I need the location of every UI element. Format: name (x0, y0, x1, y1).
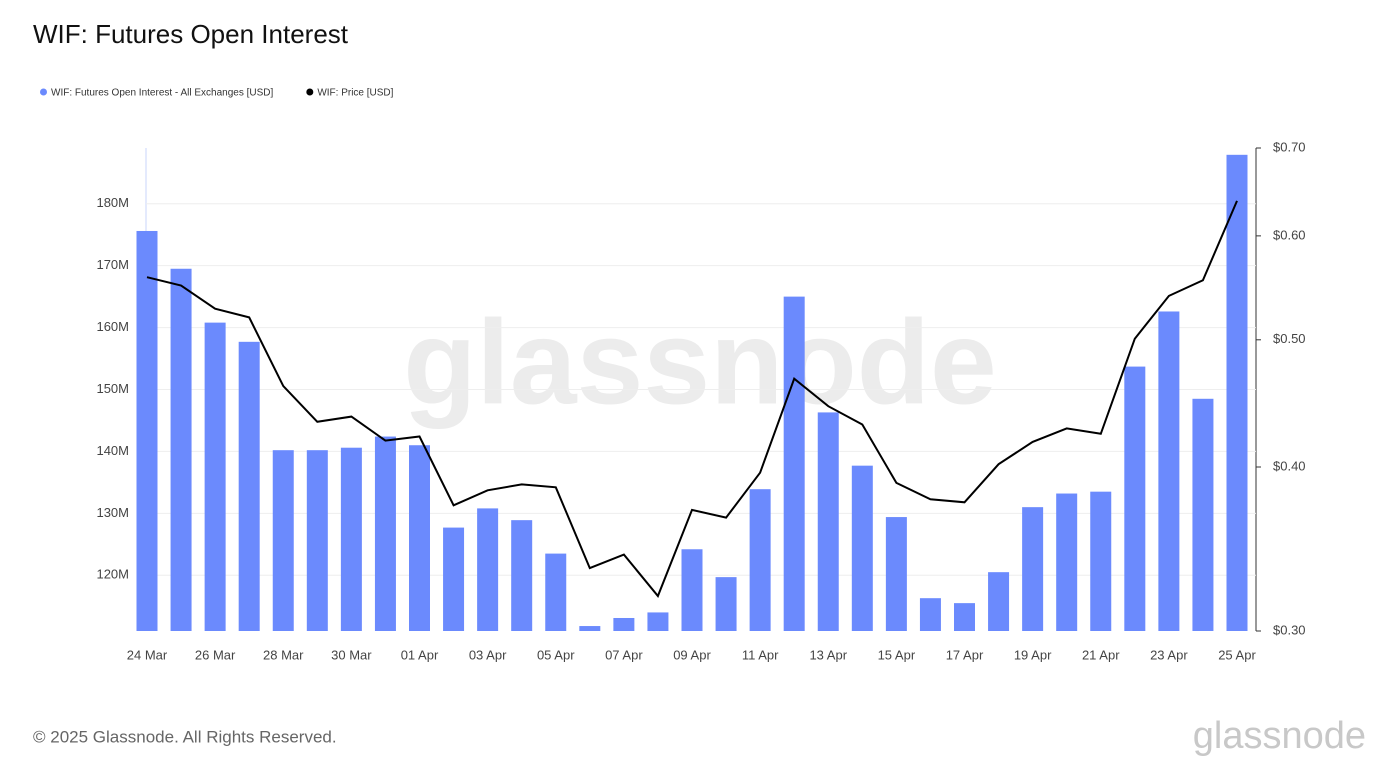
x-tick-label: 19 Apr (1014, 647, 1052, 662)
y-tick-label: 120M (96, 567, 129, 582)
legend-marker (306, 88, 314, 96)
x-tick-label: 05 Apr (537, 647, 575, 662)
bar (681, 549, 703, 631)
bar (647, 612, 669, 631)
bar (306, 450, 328, 631)
x-tick-label: 26 Mar (195, 647, 236, 662)
x-tick-label: 03 Apr (469, 647, 507, 662)
bar (1124, 366, 1146, 631)
price-line (146, 200, 1238, 598)
bar (851, 465, 873, 631)
x-tick-label: 01 Apr (401, 647, 439, 662)
x-tick-label: 28 Mar (263, 647, 304, 662)
bar (817, 412, 839, 631)
y-tick-label: 170M (96, 257, 129, 272)
x-tick-label: 23 Apr (1150, 647, 1188, 662)
x-tick-label: 07 Apr (605, 647, 643, 662)
y2-tick-label: $0.30 (1273, 622, 1306, 637)
bar (170, 268, 192, 631)
bar (374, 436, 396, 631)
bar (885, 517, 907, 631)
bar (783, 296, 805, 631)
bar (1192, 398, 1214, 631)
bar (340, 447, 362, 631)
bar (1226, 154, 1248, 632)
chart-title: WIF: Futures Open Interest (33, 19, 349, 49)
bar (749, 489, 771, 631)
y2-tick-label: $0.60 (1273, 227, 1306, 242)
x-tick-label: 24 Mar (127, 647, 168, 662)
y2-tick-label: $0.70 (1273, 139, 1306, 154)
y-tick-label: 150M (96, 381, 129, 396)
bar (919, 598, 941, 631)
bar (409, 445, 430, 631)
legend-label: WIF: Futures Open Interest - All Exchang… (51, 88, 274, 99)
y-tick-label: 160M (96, 319, 129, 334)
bar (613, 617, 635, 631)
bar (954, 603, 975, 631)
bar (511, 520, 533, 631)
y2-tick-label: $0.50 (1273, 331, 1306, 346)
x-tick-label: 30 Mar (331, 647, 372, 662)
legend-label: WIF: Price [USD] (317, 88, 393, 99)
y-tick-label: 130M (96, 505, 129, 520)
bar (443, 527, 465, 631)
bar (1056, 493, 1078, 631)
x-tick-label: 09 Apr (673, 647, 711, 662)
watermark: glassnode (403, 296, 997, 430)
bar (238, 341, 260, 631)
bar (204, 322, 226, 631)
bar (988, 572, 1010, 631)
x-tick-label: 21 Apr (1082, 647, 1120, 662)
bar (715, 577, 737, 631)
footer-logo: glassnode (1193, 715, 1366, 757)
x-tick-label: 25 Apr (1218, 647, 1256, 662)
bar (545, 553, 567, 631)
bar (1158, 311, 1180, 631)
y-tick-label: 180M (96, 195, 129, 210)
x-tick-label: 15 Apr (878, 647, 916, 662)
copyright: © 2025 Glassnode. All Rights Reserved. (33, 727, 337, 746)
y-tick-label: 140M (96, 443, 129, 458)
y2-tick-label: $0.40 (1273, 458, 1306, 473)
bar (1090, 491, 1112, 631)
x-tick-label: 11 Apr (742, 647, 779, 662)
bar (579, 626, 601, 631)
bar (1022, 507, 1044, 631)
x-tick-label: 17 Apr (946, 647, 984, 662)
bar (477, 508, 499, 631)
x-tick-label: 13 Apr (809, 647, 847, 662)
bar (272, 450, 294, 631)
bar (136, 230, 158, 631)
legend-marker (40, 88, 47, 96)
